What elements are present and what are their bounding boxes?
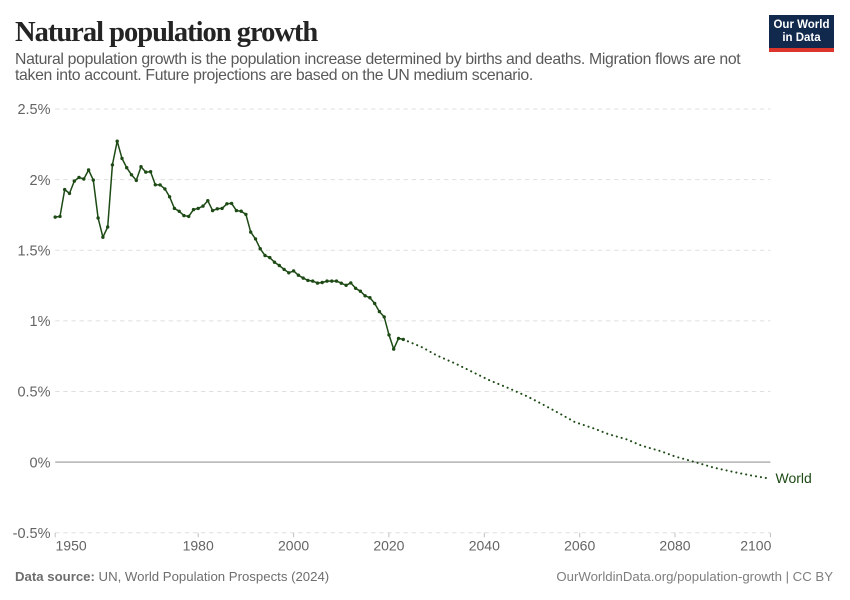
svg-text:-0.5%: -0.5%	[13, 526, 51, 542]
svg-text:2040: 2040	[469, 538, 500, 554]
svg-text:0.5%: 0.5%	[17, 385, 50, 401]
svg-text:World: World	[776, 470, 812, 486]
svg-text:2080: 2080	[659, 538, 690, 554]
svg-text:2020: 2020	[373, 538, 404, 554]
svg-text:0%: 0%	[30, 455, 51, 471]
svg-text:1980: 1980	[183, 538, 214, 554]
svg-text:1%: 1%	[30, 314, 51, 330]
svg-text:1.5%: 1.5%	[17, 243, 50, 259]
svg-text:1950: 1950	[56, 538, 87, 554]
svg-text:2.5%: 2.5%	[17, 102, 50, 118]
svg-text:2000: 2000	[278, 538, 309, 554]
svg-text:2%: 2%	[30, 173, 51, 189]
svg-text:2100: 2100	[740, 538, 771, 554]
svg-text:2060: 2060	[564, 538, 595, 554]
